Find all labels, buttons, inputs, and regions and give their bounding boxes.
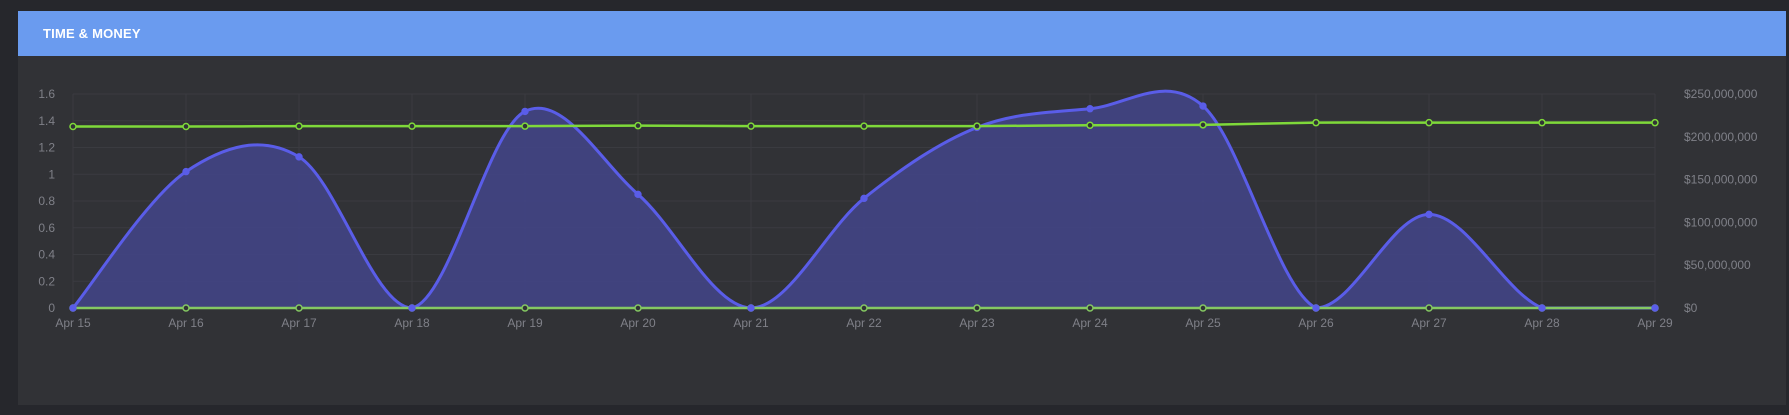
hours-point <box>747 304 755 312</box>
y-left-tick-label: 0.8 <box>38 194 55 208</box>
hours-point <box>408 304 416 312</box>
y-left-tick-label: 0 <box>48 301 55 315</box>
money-point <box>295 122 303 130</box>
money-point <box>860 122 868 130</box>
x-tick-label: Apr 22 <box>846 316 882 330</box>
y-right-tick-label: $200,000,000 <box>1684 130 1758 144</box>
money-point <box>1538 118 1546 127</box>
hours-point <box>1086 105 1094 113</box>
x-tick-label: Apr 16 <box>168 316 204 330</box>
y-right-tick-label: $100,000,000 <box>1684 215 1758 229</box>
x-tick-label: Apr 28 <box>1524 316 1560 330</box>
y-left-tick-label: 0.2 <box>38 274 55 288</box>
x-tick-label: Apr 20 <box>620 316 656 330</box>
money-point <box>1199 121 1207 129</box>
x-tick-label: Apr 23 <box>959 316 995 330</box>
y-left-tick-label: 0.6 <box>38 221 55 235</box>
x-tick-label: Apr 24 <box>1072 316 1108 330</box>
y-left-tick-label: 1.2 <box>38 141 55 155</box>
x-tick-label: Apr 25 <box>1185 316 1221 330</box>
x-tick-label: Apr 21 <box>733 316 769 330</box>
y-right-tick-label: $0 <box>1684 301 1698 315</box>
y-right-tick-label: $250,000,000 <box>1684 87 1758 101</box>
hours-point <box>634 190 642 199</box>
x-tick-label: Apr 26 <box>1298 316 1334 330</box>
money-point <box>634 121 642 130</box>
x-tick-label: Apr 18 <box>394 316 430 330</box>
y-left-tick-label: 1.6 <box>38 87 55 101</box>
money-point <box>973 122 981 130</box>
hours-point <box>69 304 77 312</box>
money-point <box>747 122 755 130</box>
hours-point <box>295 153 303 161</box>
baseline-point <box>1086 304 1094 312</box>
money-point <box>69 122 77 131</box>
baseline-point <box>860 304 868 312</box>
baseline-point <box>295 304 303 312</box>
baseline-point <box>182 304 190 312</box>
money-point <box>1651 118 1659 127</box>
hours-point <box>1651 304 1659 312</box>
x-tick-label: Apr 17 <box>281 316 317 330</box>
hours-point <box>1538 304 1546 312</box>
x-tick-label: Apr 19 <box>507 316 543 330</box>
money-point <box>1312 118 1320 127</box>
hours-point <box>521 107 529 116</box>
baseline-point <box>1425 304 1433 312</box>
money-point <box>521 122 529 130</box>
time-money-panel: TIME & MONEY 1.6 1.4 1.2 1 0.8 0.6 0.4 0.2 0 $250… <box>18 11 1786 405</box>
money-point <box>182 122 190 131</box>
baseline-point <box>973 304 981 312</box>
y-left-tick-label: 0.4 <box>38 248 55 262</box>
y-left-tick-label: 1 <box>48 167 55 181</box>
x-tick-label: Apr 29 <box>1637 316 1673 330</box>
baseline-point <box>1199 304 1207 312</box>
panel-title: TIME & MONEY <box>43 26 141 41</box>
y-right-tick-label: $50,000,000 <box>1684 258 1751 272</box>
money-point <box>408 122 416 130</box>
hours-series-line <box>71 89 1655 310</box>
money-point <box>1425 118 1433 127</box>
x-tick-label: Apr 27 <box>1411 316 1447 330</box>
y-right-tick-label: $150,000,000 <box>1684 173 1758 187</box>
y-left-tick-label: 1.4 <box>38 114 55 128</box>
hours-point <box>1425 210 1433 219</box>
hours-point <box>182 167 190 176</box>
baseline-point <box>634 304 642 312</box>
hours-point <box>1312 304 1320 312</box>
baseline-point <box>521 304 529 312</box>
money-point <box>1086 121 1094 129</box>
hours-point <box>1199 102 1207 110</box>
time-money-chart: 1.6 1.4 1.2 1 0.8 0.6 0.4 0.2 0 $250,000,000 $200,… <box>38 87 1758 330</box>
hours-point <box>860 194 868 203</box>
panel-header: TIME & MONEY <box>18 11 1786 56</box>
x-tick-label: Apr 15 <box>55 316 91 330</box>
